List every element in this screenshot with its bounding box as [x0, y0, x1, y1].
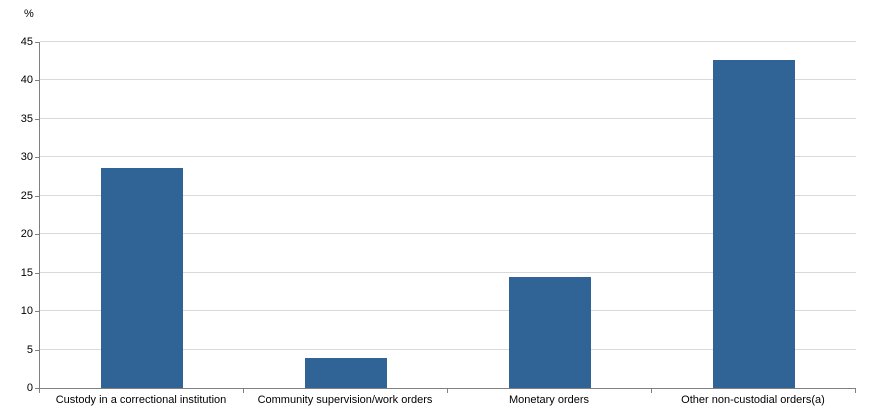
y-axis-tick-label: 15: [20, 267, 33, 279]
plot-area: [39, 41, 856, 389]
gridline: [40, 272, 856, 273]
gridline: [40, 349, 856, 350]
x-axis-tick-mark: [651, 389, 652, 393]
y-axis-tick-label: 40: [20, 74, 33, 86]
y-axis-tick-label: 45: [20, 36, 33, 48]
x-axis-tick-mark: [447, 389, 448, 393]
gridline: [40, 79, 856, 80]
gridline: [40, 41, 856, 42]
gridline: [40, 118, 856, 119]
y-axis-tick-label: 10: [20, 305, 33, 317]
y-axis-tick-label: 20: [20, 228, 33, 240]
y-axis-tick-mark: [35, 119, 39, 120]
x-axis-category-label: Community supervision/work orders: [257, 394, 433, 406]
gridline: [40, 310, 856, 311]
y-axis-tick-mark: [35, 196, 39, 197]
gridline: [40, 233, 856, 234]
y-axis-tick-mark: [35, 42, 39, 43]
x-axis-category-label: Other non-custodial orders(a): [681, 394, 825, 406]
x-axis-tick-mark: [39, 389, 40, 393]
x-axis-category-label: Custody in a correctional institution: [55, 394, 227, 406]
y-axis-unit-label: %: [24, 8, 34, 20]
bar-3: [509, 277, 591, 388]
y-axis-tick-label: 30: [20, 151, 33, 163]
y-axis-tick-mark: [35, 350, 39, 351]
y-axis-tick-mark: [35, 80, 39, 81]
bar-2: [305, 358, 387, 388]
x-axis-category-label: Monetary orders: [508, 394, 590, 406]
bar-1: [101, 168, 183, 388]
gridline: [40, 195, 856, 196]
y-axis-tick-label: 25: [20, 190, 33, 202]
y-axis-tick-label: 35: [20, 113, 33, 125]
gridline: [40, 156, 856, 157]
y-axis-tick-mark: [35, 388, 39, 389]
bar-4: [713, 60, 795, 388]
x-axis-tick-mark: [855, 389, 856, 393]
y-axis-tick-mark: [35, 234, 39, 235]
x-axis-tick-mark: [243, 389, 244, 393]
y-axis-tick-label: 0: [26, 382, 33, 394]
y-axis-tick-mark: [35, 157, 39, 158]
y-axis-tick-label: 5: [26, 344, 33, 356]
y-axis-tick-mark: [35, 273, 39, 274]
y-axis-tick-mark: [35, 311, 39, 312]
